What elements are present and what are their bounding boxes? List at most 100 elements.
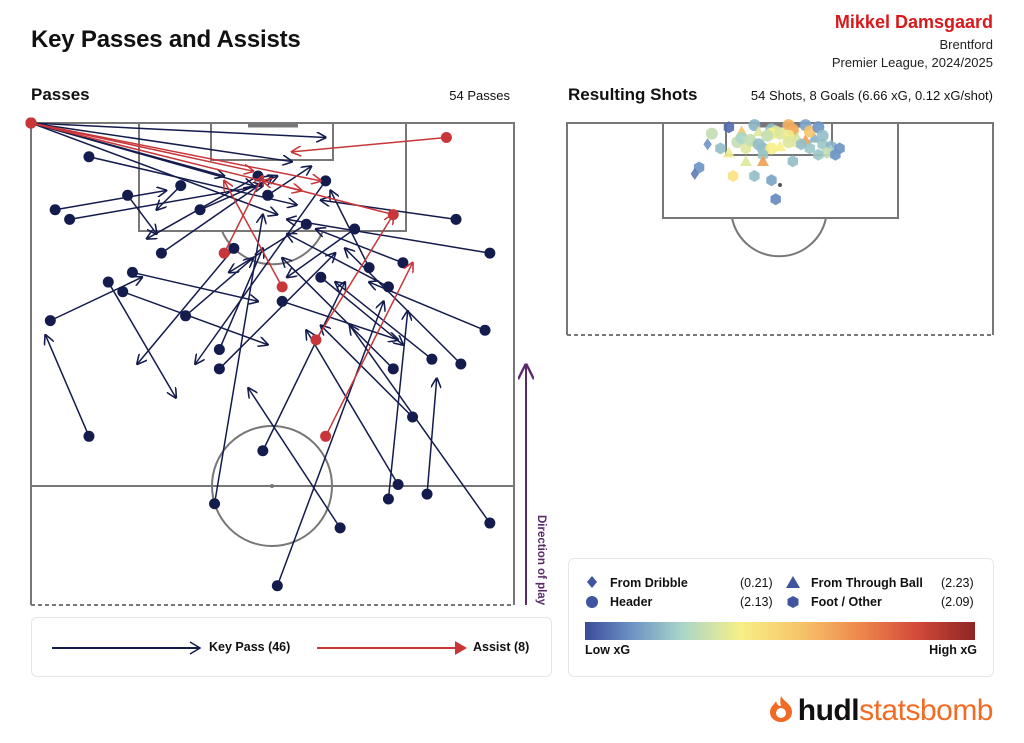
page-title: Key Passes and Assists [31,26,301,53]
key-pass-origin-15 [300,218,312,230]
dribble-legend-value: (0.21) [740,576,773,590]
key-pass-origin-33 [484,517,496,529]
key-pass-arrow-2 [30,122,224,176]
key-pass-arrow-33 [350,325,491,524]
shot-marker-31 [830,148,841,161]
key-pass-origin-14 [228,242,240,254]
assist-arrow-6 [224,181,283,288]
key-pass-arrow-10 [157,185,182,210]
key-pass-arrow-44 [316,229,404,264]
key-pass-origin-7 [64,213,76,225]
key-pass-origin-25 [83,430,95,442]
key-pass-arrow-16 [195,180,327,364]
logo-hudl-text: hudl [797,694,860,727]
key-pass-origin-34 [455,358,467,370]
passes-panel-title: Passes [31,85,90,104]
shot-marker-35 [774,140,786,152]
key-pass-origin-37 [382,493,394,505]
key-pass-origin-16 [320,175,332,187]
key-pass-legend-arrow [52,641,202,655]
key-pass-arrow-22 [122,290,268,345]
dribble-diamond-icon [587,576,597,588]
assist-origin-5 [218,247,230,259]
key-pass-origin-39 [334,522,346,534]
shot-marker-36 [722,146,735,158]
shot-marker-25 [817,138,828,151]
key-pass-origin-17 [363,262,375,274]
key-pass-arrow-15 [229,223,307,272]
key-pass-arrow-18 [321,200,457,221]
key-pass-arrow-6 [55,190,166,211]
header-legend-label: Header [610,595,653,609]
shot-marker-33 [804,142,815,155]
key-pass-arrow-31 [321,325,414,418]
key-pass-arrow-26 [218,253,335,370]
centre-spot [270,484,274,488]
assist-arrow-8 [324,263,413,437]
key-pass-origin-9 [155,247,167,259]
key-pass-arrow-32 [306,330,399,485]
key-pass-arrow-9 [160,176,272,254]
key-pass-origin-6 [49,204,61,216]
shot-legend: From Dribble (0.21) From Through Ball (2… [568,558,994,677]
assist-origin-2 [25,117,37,129]
high-xg-label: High xG [929,643,977,657]
hudl-statsbomb-logo: hudlstatsbomb [766,694,993,728]
shot-marker-0 [703,138,712,151]
key-pass-arrow-45 [287,228,356,277]
shot-marker-16 [808,131,821,143]
shots-summary: 54 Shots, 8 Goals (6.66 xG, 0.12 xG/shot… [750,88,993,103]
shot-marker-13 [761,129,774,142]
shots-pitch-chart [566,119,994,336]
key-pass-arrow-20 [287,234,389,288]
key-pass-origin-22 [117,286,129,298]
key-pass-origin-8 [122,189,134,201]
shot-marker-30 [813,148,824,161]
key-pass-origin-45 [349,223,361,235]
key-pass-arrow-25 [45,335,90,437]
assist-origin-4 [387,209,399,221]
key-pass-origin-42 [213,344,225,356]
shot-marker-29 [821,146,833,159]
player-name: Mikkel Damsgaard [834,12,993,32]
assist-origin-3 [440,131,452,143]
key-pass-arrow-37 [387,311,407,500]
through-ball-legend-value: (2.23) [941,576,974,590]
assist-origin-8 [320,430,332,442]
shot-marker-45 [770,193,781,206]
key-pass-arrow-19 [287,219,490,254]
key-pass-origin-30 [426,353,438,365]
key-pass-arrow-5 [88,156,297,205]
key-pass-origin-5 [83,151,95,163]
assist-origin-7 [310,334,322,346]
header-legend-value: (2.13) [740,595,773,609]
shot-marker-22 [715,142,726,155]
key-pass-arrow-41 [213,215,263,504]
statsbomb-flame-icon [769,696,792,722]
key-pass-arrow-29 [282,258,394,370]
header-circle-icon [586,596,598,608]
through-ball-triangle-icon [786,576,800,588]
key-pass-arrow-38 [262,282,345,452]
key-pass-origin-31 [407,411,419,423]
pass-layer [25,117,496,592]
key-pass-origin-23 [180,310,192,322]
key-pass-arrow-40 [276,301,383,586]
team-name: Brentford [939,37,993,52]
pass-legend: Key Pass (46) Assist (8) [31,617,552,677]
passes-count: 54 Passes [449,88,510,103]
key-pass-arrow-42 [218,248,262,350]
competition-season: Premier League, 2024/2025 [831,55,993,70]
shot-layer [690,119,845,206]
key-pass-origin-18 [450,213,462,225]
key-pass-arrow-24 [49,277,142,322]
foot-legend-value: (2.09) [941,595,974,609]
key-pass-origin-24 [44,315,56,327]
foot-hexagon-icon [787,596,799,608]
shot-penalty-spot [778,183,782,187]
through-ball-legend-label: From Through Ball [811,576,923,590]
foot-legend-label: Foot / Other [811,595,882,609]
logo-statsbomb-text: statsbomb [859,694,993,727]
direction-label: Direction of play [535,515,547,606]
key-pass-origin-20 [382,281,394,293]
